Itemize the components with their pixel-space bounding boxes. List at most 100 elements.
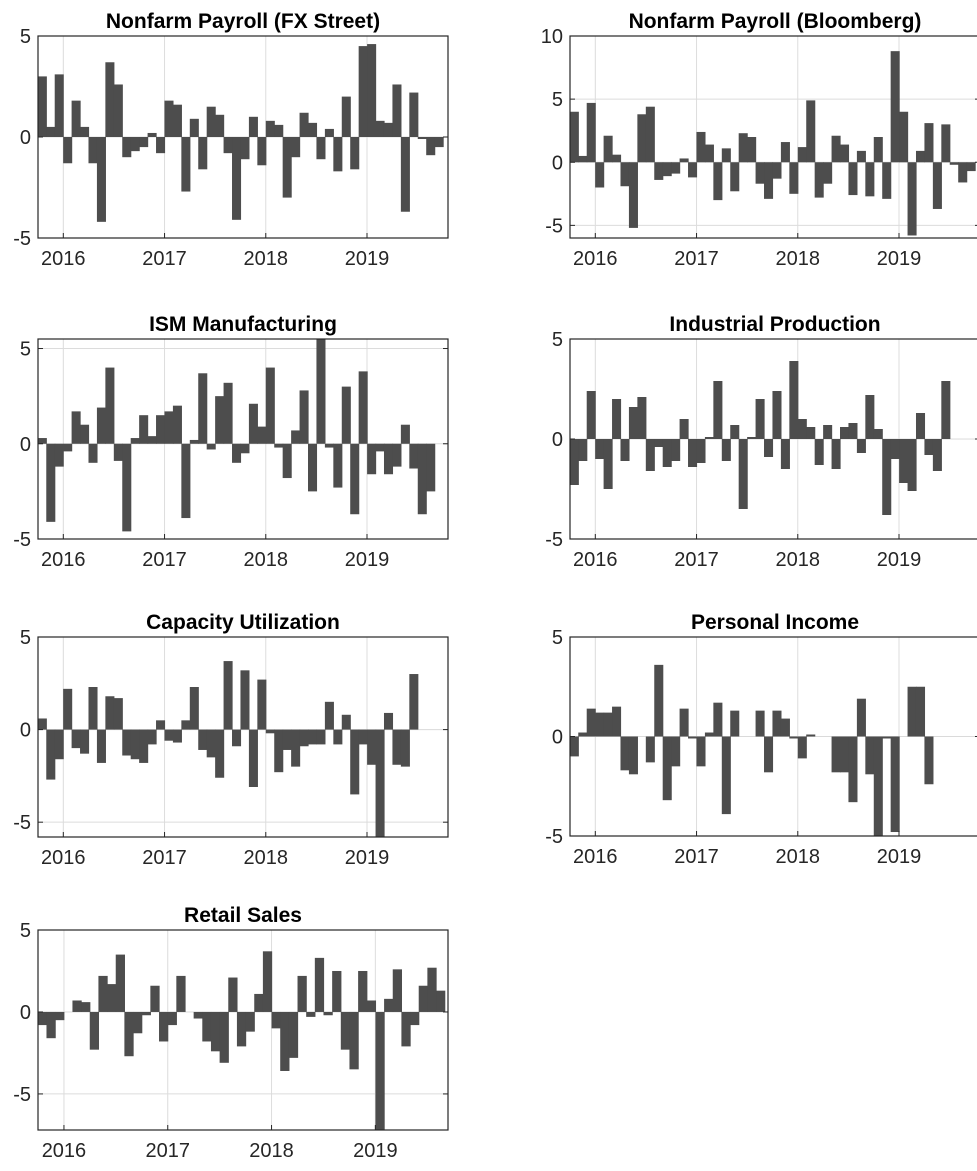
bar: [730, 710, 740, 737]
bar: [637, 114, 647, 163]
bar: [392, 443, 402, 467]
bar: [941, 381, 951, 439]
bar: [228, 977, 238, 1012]
bar: [150, 985, 160, 1012]
y-tick-label: 0: [20, 720, 31, 742]
bar: [223, 137, 233, 154]
bar: [612, 154, 622, 163]
x-tick-label: 2018: [244, 248, 289, 270]
bar: [383, 443, 394, 475]
bar: [71, 729, 81, 749]
y-tick-label: 0: [20, 434, 31, 456]
bar: [907, 686, 917, 737]
x-tick-label: 2018: [776, 248, 821, 270]
bar: [206, 443, 216, 450]
bar: [316, 137, 326, 160]
bar: [392, 729, 402, 765]
bar: [81, 1002, 91, 1012]
bar: [578, 732, 588, 737]
bar: [105, 367, 115, 444]
bar: [324, 701, 334, 730]
y-tick-label: -5: [545, 529, 563, 551]
bar: [400, 729, 410, 767]
bar: [578, 439, 588, 461]
bar: [288, 1011, 299, 1058]
chart-panel-4: -5 0 5 2016 2017 2018 2019 Industrial Productio…: [545, 313, 977, 571]
x-tick-label: 2018: [776, 549, 821, 571]
bar: [848, 736, 858, 803]
bar: [96, 729, 106, 763]
x-tick-label: 2018: [249, 1140, 294, 1162]
bar-series: [570, 664, 976, 836]
bar: [789, 736, 799, 739]
bar: [375, 443, 385, 452]
x-tick-label: 2017: [142, 248, 187, 270]
bar: [915, 686, 926, 737]
chart-title: Capacity Utilization: [146, 611, 340, 634]
bar: [63, 443, 73, 452]
bar: [367, 729, 377, 765]
bar: [257, 679, 267, 730]
y-tick-label: 0: [552, 429, 563, 451]
bar: [899, 439, 909, 483]
x-tick-label: 2019: [353, 1140, 398, 1162]
bar: [662, 162, 672, 177]
bar: [38, 76, 47, 137]
bar: [882, 439, 892, 515]
bar: [367, 44, 377, 137]
x-tick-label: 2019: [877, 846, 922, 868]
bar: [206, 729, 216, 758]
bar: [240, 137, 250, 160]
y-tick-label: 5: [20, 627, 31, 649]
chart-panel-1: -5 0 5 2016 2017 2018 2019 Nonfarm Payroll (FX …: [13, 10, 449, 270]
bar: [240, 443, 250, 454]
bar: [262, 951, 273, 1012]
bar: [570, 439, 579, 485]
y-tick-label: 5: [552, 329, 563, 351]
x-tick-label: 2016: [41, 847, 86, 869]
bar: [96, 407, 106, 444]
bar: [595, 439, 605, 459]
bar: [113, 443, 123, 461]
bar: [401, 1011, 411, 1047]
bar: [789, 361, 799, 439]
y-tick-label: -5: [13, 1084, 31, 1106]
bar: [603, 135, 613, 163]
bar-series: [38, 951, 448, 1130]
bar: [890, 736, 900, 833]
bar: [831, 439, 841, 469]
bar: [764, 162, 774, 199]
bar: [316, 729, 326, 745]
bar: [856, 439, 866, 453]
bar: [54, 74, 64, 137]
bar: [941, 124, 951, 163]
bar: [671, 162, 681, 174]
bar: [645, 736, 655, 763]
x-tick-label: 2017: [674, 248, 719, 270]
bar: [215, 396, 225, 444]
bar: [392, 969, 403, 1012]
bar: [586, 708, 596, 737]
bar: [55, 1011, 65, 1021]
x-tick-label: 2017: [145, 1140, 190, 1162]
chart-panel-5: -5 0 5 2016 2017 2018 2019 Capacity Utilization: [13, 611, 449, 869]
bar: [105, 696, 115, 730]
bar: [274, 124, 284, 137]
x-tick-label: 2016: [573, 248, 618, 270]
bar: [603, 712, 613, 737]
bar: [882, 162, 892, 199]
bar: [899, 111, 909, 163]
bar: [46, 126, 56, 137]
bar: [772, 710, 782, 737]
bar: [780, 439, 790, 469]
bar: [840, 427, 850, 439]
bar: [721, 439, 731, 461]
bar: [823, 162, 833, 184]
bar: [156, 415, 166, 444]
bar: [426, 137, 436, 156]
y-tick-label: 10: [541, 26, 563, 48]
bar: [271, 1011, 281, 1029]
bar: [367, 443, 377, 475]
bar: [612, 399, 622, 439]
